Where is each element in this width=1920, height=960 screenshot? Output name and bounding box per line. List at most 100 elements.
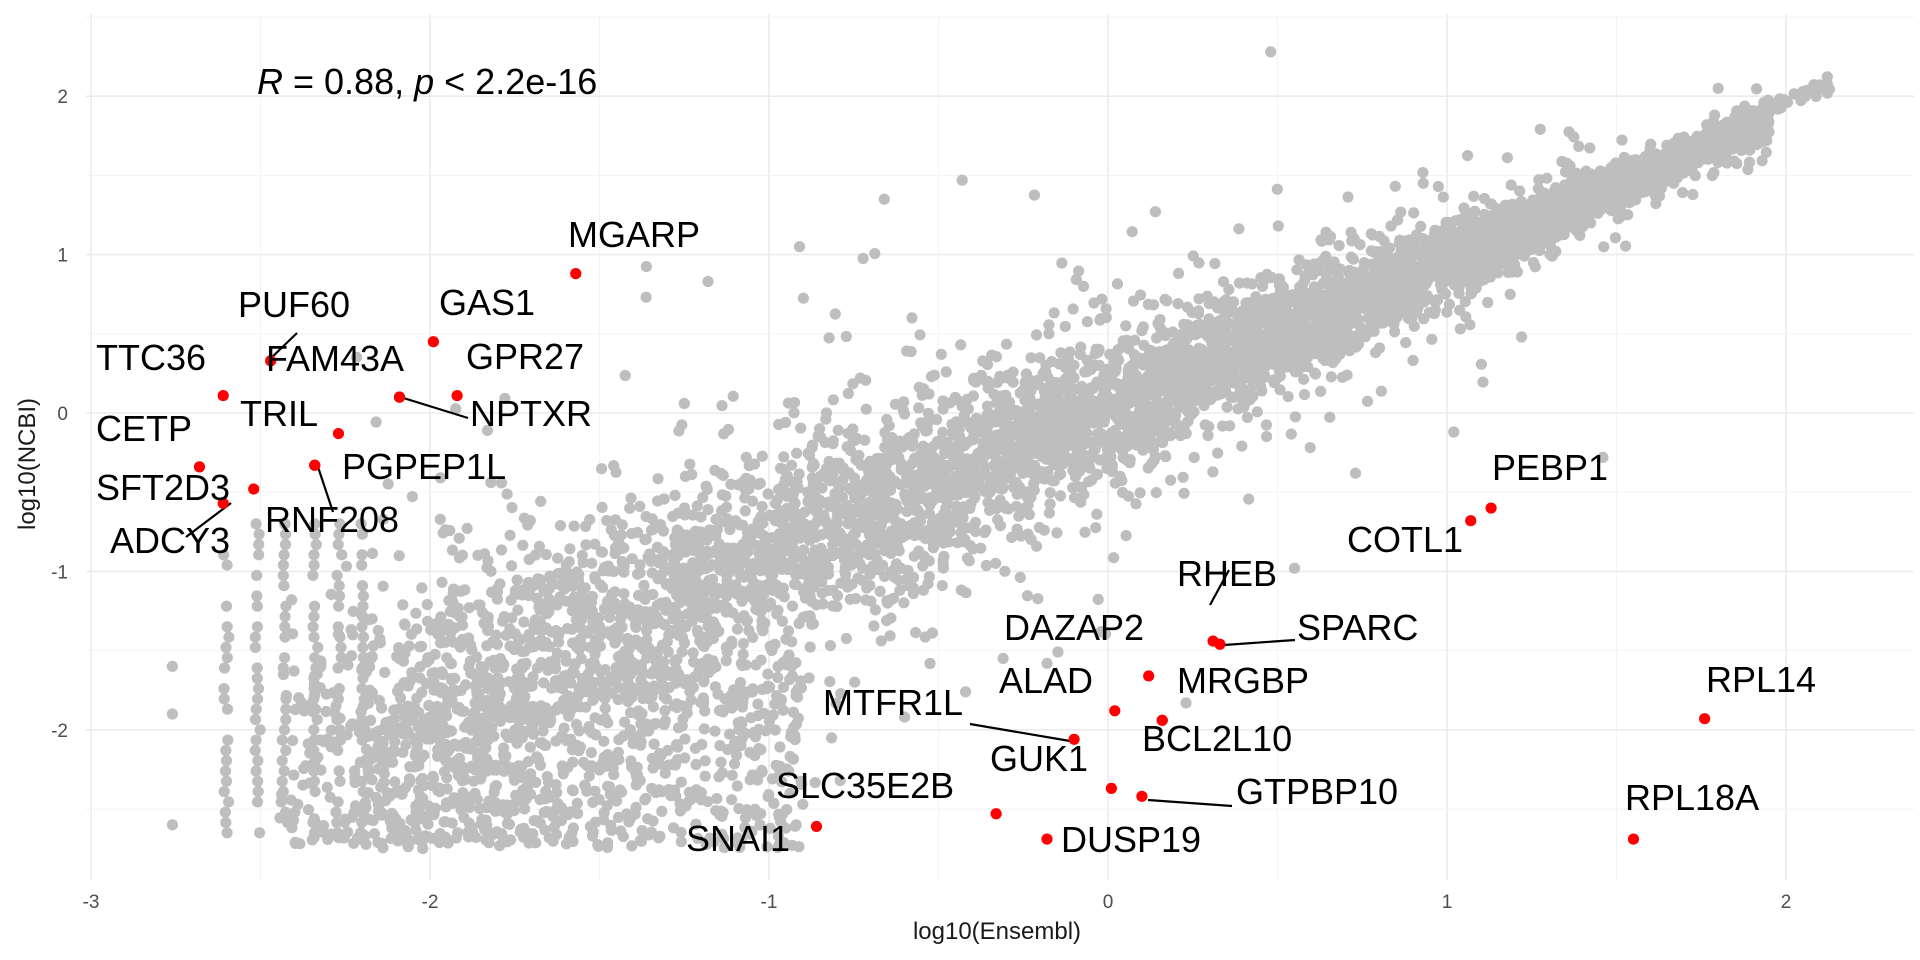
background-point [379,666,391,679]
background-point [1454,323,1466,335]
background-point [1151,332,1163,344]
background-point [1081,316,1093,328]
background-point [884,630,896,642]
background-point [1504,288,1516,300]
background-point [1534,123,1546,135]
background-point [936,580,948,592]
background-point [701,483,713,495]
background-point [1177,471,1189,483]
background-point [824,640,837,652]
background-point [1408,207,1420,219]
background-point [1199,419,1211,431]
background-point [1389,180,1401,192]
background-point [907,571,920,584]
background-point [678,502,691,514]
background-point [657,525,670,537]
background-point [676,646,688,658]
background-point [652,473,664,485]
background-point [762,668,774,680]
background-point [1271,183,1283,195]
background-point [778,451,790,463]
background-point [988,388,1000,400]
background-point [568,520,580,532]
background-point [1573,140,1585,152]
background-point [1598,241,1610,253]
background-point [1092,593,1104,606]
background-point [909,530,921,542]
background-point [706,601,718,613]
background-point [1021,590,1034,602]
background-point [734,569,747,581]
background-point [288,665,300,677]
background-point [551,599,563,611]
background-point [1015,530,1027,542]
background-point [495,544,508,556]
background-point [367,640,379,652]
background-point [1342,191,1354,203]
background-point [823,332,835,344]
background-point [1315,385,1327,397]
background-point [297,779,309,791]
background-point [1475,358,1487,370]
background-point [737,648,749,660]
background-point [1477,376,1489,388]
background-point [640,261,653,273]
background-point [849,435,861,447]
background-point [850,593,862,605]
background-point [786,459,798,471]
background-point [840,632,853,645]
background-point [782,397,795,409]
background-point [616,621,628,633]
background-point [442,746,454,758]
background-point [1365,228,1377,240]
background-point [1044,487,1056,499]
background-point [1051,527,1063,539]
background-point [1417,233,1429,245]
background-point [743,483,755,495]
background-point [1193,293,1205,305]
background-point [535,634,547,646]
background-point [827,435,839,447]
background-point [857,562,869,574]
background-point [596,501,608,513]
background-point [372,624,384,637]
background-point [924,657,936,670]
background-point [739,492,751,504]
background-point [716,505,728,517]
background-point [1134,352,1146,364]
background-point [609,597,621,609]
background-point [1485,198,1497,210]
background-point [1033,521,1045,534]
background-point [687,647,699,659]
background-point [799,592,812,604]
background-point [913,402,925,414]
background-point [543,641,555,653]
background-point [901,505,913,518]
background-point [962,403,974,415]
background-point [808,459,820,471]
background-point [497,615,509,627]
background-point [585,596,598,609]
background-point [559,583,571,595]
background-point [1559,166,1572,178]
background-point [1108,552,1120,564]
background-point [925,371,938,383]
background-point [563,556,575,568]
background-point [709,464,721,476]
background-point [461,522,473,535]
background-point [436,576,448,588]
background-point [960,587,972,599]
background-point [1127,295,1140,307]
background-point [567,637,579,649]
background-point [869,604,882,616]
background-point [1059,320,1071,333]
background-point [660,596,672,609]
background-point [1253,318,1265,330]
background-point [504,640,516,652]
background-point [1332,270,1344,283]
background-point [506,502,518,514]
background-point [634,500,646,512]
background-point [1432,180,1444,193]
background-point [1008,409,1020,421]
background-point [1407,354,1419,366]
